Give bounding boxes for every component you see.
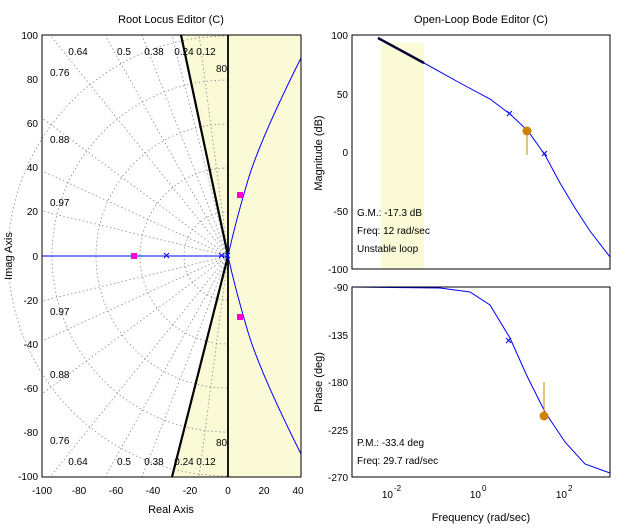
- bode-xticks: 10 -2 10 0 10 2: [382, 484, 573, 501]
- damping-label-top-3: 0.38: [144, 47, 164, 58]
- shaded-right-half-plane: [228, 35, 301, 477]
- open-loop-poles[interactable]: [163, 252, 231, 259]
- magnitude-pole-markers[interactable]: [506, 110, 548, 157]
- magnitude-frame: [351, 34, 611, 270]
- damping-label-left-4: 0.97: [50, 307, 70, 318]
- xtick-exp: 2: [568, 484, 573, 493]
- freq-label-bottom: 80: [216, 438, 228, 449]
- damping-boundary-bottom[interactable]: [170, 255, 230, 478]
- bode-magnitude-plot[interactable]: G.M.: -17.3 dB Freq: 12 rad/sec Unstable…: [351, 34, 611, 270]
- root-locus-frame: [41, 34, 302, 478]
- xtick-base: 10: [556, 490, 568, 501]
- damping-label-top-4: 0.24: [174, 47, 194, 58]
- ytick: -180: [328, 378, 348, 389]
- ytick: -225: [328, 426, 348, 437]
- phase-margin-marker[interactable]: [539, 411, 549, 421]
- bode-phase-plot[interactable]: P.M.: -33.4 deg Freq: 29.7 rad/sec: [351, 286, 611, 478]
- ytick: -270: [328, 473, 348, 484]
- xtick: -100: [32, 486, 52, 497]
- gain-margin-frequency: Freq: 12 rad/sec: [357, 226, 430, 237]
- damping-label-left-6: 0.76: [50, 436, 70, 447]
- xtick: -60: [109, 486, 124, 497]
- ytick: -50: [334, 207, 349, 218]
- xtick: -80: [72, 486, 87, 497]
- xtick: 20: [258, 486, 270, 497]
- damping-label-bottom-2: 0.5: [117, 457, 131, 468]
- damping-label-top-1: 0.64: [68, 47, 88, 58]
- damping-label-top-5: 0.12: [196, 47, 216, 58]
- gain-margin-marker[interactable]: [522, 126, 532, 136]
- phase-background: [352, 287, 610, 477]
- xtick: -20: [183, 486, 198, 497]
- ytick: -100: [328, 265, 348, 276]
- damping-grid: [41, 34, 229, 478]
- phase-margin-text: P.M.: -33.4 deg: [357, 438, 424, 449]
- ytick: -90: [334, 283, 349, 294]
- gain-margin-text: G.M.: -17.3 dB: [357, 208, 422, 219]
- magnitude-yticks: 100 50 0 -50 -100: [328, 31, 348, 276]
- root-locus-plot[interactable]: 0.64 0.5 0.38 0.24 0.12 0.76 0.88 0.97 0…: [7, 34, 302, 478]
- damping-label-bottom-5: 0.12: [196, 457, 216, 468]
- root-locus-title: Root Locus Editor (C): [118, 14, 224, 26]
- bode-title: Open-Loop Bode Editor (C): [414, 14, 548, 26]
- closed-loop-pole-lower[interactable]: [237, 314, 243, 320]
- ytick: -40: [24, 340, 39, 351]
- magnitude-ylabel: Magnitude (dB): [313, 115, 325, 190]
- ytick: 60: [27, 119, 39, 130]
- damping-label-bottom-3: 0.38: [144, 457, 164, 468]
- ytick: 50: [337, 90, 349, 101]
- xtick-base: 10: [470, 490, 482, 501]
- damping-label-left-5: 0.88: [50, 370, 70, 381]
- root-locus-ylabel: Imag Axis: [3, 232, 15, 280]
- root-locus-xticks: -100 -80 -60 -40 -20 0 20 40: [32, 486, 304, 497]
- phase-pole-marker[interactable]: [505, 337, 512, 344]
- damping-label-bottom-1: 0.64: [68, 457, 88, 468]
- ytick: 0: [342, 148, 348, 159]
- ytick: -60: [24, 384, 39, 395]
- ytick: 20: [27, 207, 39, 218]
- damping-boundary-top[interactable]: [179, 34, 230, 257]
- root-locus-yticks: 100 80 60 40 20 0 -20 -40 -60 -80 -100: [18, 31, 38, 483]
- ytick: 80: [27, 75, 39, 86]
- damping-label-bottom-4: 0.24: [174, 457, 194, 468]
- ytick: -135: [328, 331, 348, 342]
- xtick-exp: -2: [394, 484, 402, 493]
- magnitude-curve-highlight: [377, 36, 425, 65]
- ytick: -20: [24, 296, 39, 307]
- phase-yticks: -90 -135 -180 -225 -270: [328, 283, 348, 484]
- damping-label-top-2: 0.5: [117, 47, 131, 58]
- phase-curve: [351, 286, 611, 474]
- freq-label-top: 80: [216, 64, 228, 75]
- ytick: 40: [27, 163, 39, 174]
- ytick: 0: [32, 252, 38, 263]
- phase-ylabel: Phase (deg): [313, 352, 325, 412]
- xtick-base: 10: [382, 490, 394, 501]
- xtick: 40: [292, 486, 304, 497]
- damping-label-left-3: 0.97: [50, 198, 70, 209]
- ytick: -100: [18, 472, 38, 483]
- closed-loop-pole-real[interactable]: [131, 253, 137, 259]
- loop-status-text: Unstable loop: [357, 244, 419, 255]
- ytick: 100: [21, 31, 38, 42]
- xtick: 0: [225, 486, 231, 497]
- xtick: -40: [146, 486, 161, 497]
- ytick: -80: [24, 428, 39, 439]
- closed-loop-pole-upper[interactable]: [237, 192, 243, 198]
- ytick: 100: [331, 31, 348, 42]
- phase-frame: [351, 286, 611, 478]
- root-locus-xlabel: Real Axis: [148, 504, 194, 516]
- damping-label-left-1: 0.76: [50, 68, 70, 79]
- bode-xlabel: Frequency (rad/sec): [432, 512, 530, 524]
- magnitude-shaded-band: [381, 43, 424, 269]
- phase-margin-frequency: Freq: 29.7 rad/sec: [357, 456, 438, 467]
- damping-label-left-2: 0.88: [50, 135, 70, 146]
- xtick-exp: 0: [482, 484, 487, 493]
